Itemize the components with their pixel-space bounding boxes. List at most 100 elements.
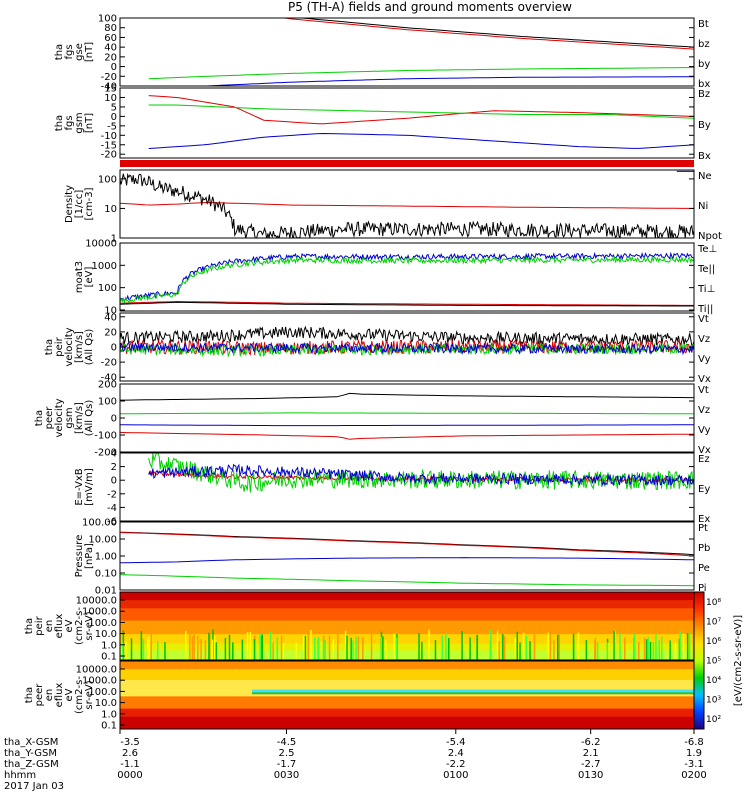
legend-Ne: Ne xyxy=(698,171,712,182)
tick-label: 80 xyxy=(104,23,117,34)
spectrogram-streak xyxy=(200,639,202,660)
legend-Vy: Vy xyxy=(698,354,711,365)
y-axis-label: [nT] xyxy=(84,42,95,62)
tick-label: 1000.0 xyxy=(82,607,117,618)
legend-Ti⊥: Ti⊥ xyxy=(697,284,715,295)
legend-Te⊥: Te⊥ xyxy=(697,244,717,255)
tick-label: 40 xyxy=(104,312,117,323)
tick-label: -6 xyxy=(107,517,117,528)
spectrogram-streak xyxy=(669,640,671,660)
series-Ex-line xyxy=(148,463,694,487)
tick-label: 100.0 xyxy=(88,618,117,629)
spectrogram-streak xyxy=(306,635,309,660)
legend-Vz: Vz xyxy=(698,334,710,345)
spectrogram-streak xyxy=(346,635,348,660)
spectrogram-streak xyxy=(448,637,450,660)
axis-value: -3.1 xyxy=(684,759,704,770)
spectrogram-streak xyxy=(692,630,694,660)
panel-frame xyxy=(119,87,695,159)
spectrogram-streak xyxy=(215,642,218,660)
spectrogram-streak xyxy=(686,633,689,660)
tick-label: 10000.0 xyxy=(76,665,117,676)
y-axis-label: Pressure xyxy=(74,535,85,578)
series-Ne-line xyxy=(120,201,694,209)
spectrogram-streak xyxy=(652,641,655,660)
tick-label: 100.0 xyxy=(88,687,117,698)
series-Te||-line xyxy=(120,301,694,307)
series-Vy-line xyxy=(120,342,694,358)
y-axis-label: sr-eV) xyxy=(84,680,95,709)
axis-value: -4.5 xyxy=(277,737,297,748)
spectrogram-streak xyxy=(246,632,249,660)
spectrogram-streak xyxy=(320,641,323,660)
spectrogram-streak xyxy=(272,642,274,660)
axis-value: -3.5 xyxy=(120,737,140,748)
panel-temp: Te⊥ Te|| Ti⊥ Ti|| 10000 1000 100 10 moat3 [eV] xyxy=(74,239,717,317)
y-axis-label: peir xyxy=(54,336,65,356)
tick-label: 10.0 xyxy=(95,629,117,640)
spectrogram-streak xyxy=(307,632,309,660)
y-axis-label: peer xyxy=(44,406,55,430)
axis-row-label: tha_Y-GSM xyxy=(4,748,57,759)
tick-label: 1000 xyxy=(92,261,117,272)
figure-title: P5 (TH-A) fields and ground moments over… xyxy=(288,0,572,14)
spectrogram-streak xyxy=(276,636,279,660)
colorbar-tick: 10⁴ xyxy=(706,676,721,686)
spectrogram-streak xyxy=(502,634,504,660)
spectrogram-streak xyxy=(549,633,552,660)
spectrogram-streak xyxy=(522,632,525,660)
spectrogram-streak xyxy=(682,633,685,660)
spectrogram-streak xyxy=(211,639,214,660)
axis-value: -6.2 xyxy=(581,737,601,748)
tick-label: 100 xyxy=(98,397,117,408)
y-axis-label: gsm xyxy=(64,407,75,428)
spectrogram-streak xyxy=(613,630,615,660)
spectrogram-streak xyxy=(197,635,199,660)
tick-label: 10 xyxy=(104,306,117,317)
spectrogram-streak xyxy=(577,632,580,660)
spectrogram-streak xyxy=(558,634,561,660)
tick-label: 200 xyxy=(98,380,117,391)
panel-frame xyxy=(119,383,695,453)
y-axis-label: velocity xyxy=(54,398,65,437)
spectrogram-streak xyxy=(147,638,149,660)
y-axis-label: moat3 xyxy=(74,261,85,293)
tick-label: 1.0 xyxy=(101,709,117,720)
tick-label: 20 xyxy=(104,327,117,338)
spectrogram xyxy=(120,592,694,660)
panel-frame xyxy=(119,452,695,522)
legend-Bx: Bx xyxy=(698,151,711,162)
y-axis-label: Density xyxy=(64,185,75,223)
axis-value: -1.7 xyxy=(277,759,297,770)
tick-label: 40 xyxy=(104,43,117,54)
colorbar-tick: 10⁵ xyxy=(706,657,721,667)
colorbar-tick: 10⁸ xyxy=(706,598,721,608)
series-By-line xyxy=(148,104,694,119)
legend-Pb: Pb xyxy=(698,543,710,554)
spectrogram-streak xyxy=(142,640,145,660)
spectrogram-streak xyxy=(185,630,187,660)
series-Vt-line xyxy=(120,392,694,401)
spectrogram-band xyxy=(120,650,694,660)
spectrogram-streak xyxy=(328,636,331,660)
spectrogram-streak xyxy=(658,640,660,660)
panel-peir_velocity: Vt Vz Vy Vx 40 20 0 -20 -40 tha peir velocity [km/s]… xyxy=(44,312,711,385)
tick-label: 0 xyxy=(111,62,117,73)
axis-value: 0000 xyxy=(117,770,142,781)
legend-Pe: Pe xyxy=(698,563,710,574)
spectrogram-band xyxy=(120,620,694,635)
panel-density: Ne Ni Npot 100 10 1 Density [1/cc] [cm-3] xyxy=(64,169,722,245)
spectrogram-streak xyxy=(350,637,352,660)
y-axis-label: gse xyxy=(74,43,85,61)
spectrogram-streak xyxy=(324,639,326,660)
axis-value: -1.1 xyxy=(120,759,140,770)
y-axis-label: fgs xyxy=(64,115,75,130)
y-axis-label: eflux xyxy=(54,683,65,708)
spectrogram-streak xyxy=(469,637,471,660)
legend-Te||: Te|| xyxy=(697,264,715,275)
axis-value: 2.1 xyxy=(583,748,599,759)
series-Vx-line xyxy=(120,341,694,356)
panel-pressure: Pt Pb Pe Pi 100.00 10.00 1.00 0.10 0.01 Pressure[… xyxy=(74,518,710,597)
y-axis-label: en xyxy=(44,620,55,633)
spectrogram-streak xyxy=(608,642,610,660)
